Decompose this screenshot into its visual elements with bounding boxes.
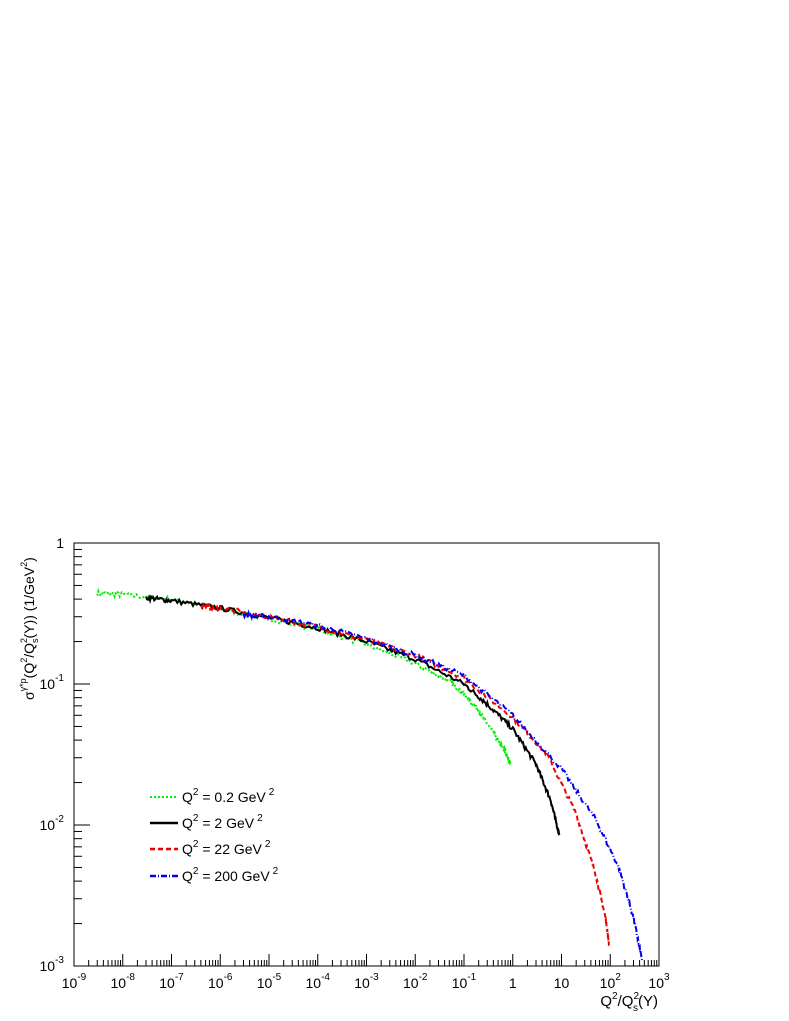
x-tick-label: 10-2 [403,972,428,991]
y-tick-label: 10-2 [40,814,65,833]
y-axis-label-open: (Q [21,663,37,679]
series-lines [96,587,644,961]
x-tick-label: 10-7 [159,972,184,991]
legend-entry-q2-22: Q2 = 22 GeV 2 [150,839,271,857]
y-tick-label: 1 [56,535,64,551]
x-tick-label: 10-6 [208,972,233,991]
x-tick-label: 102 [600,972,622,991]
x-tick-label: 10-5 [257,972,282,991]
legend: Q2 = 0.2 GeV 2 Q2 = 2 GeV 2 Q2 = 22 GeV 2 Q… [150,787,279,884]
x-tick-label: 10-3 [354,972,379,991]
series-line-0 [96,587,512,768]
legend-label-q2-0.2: Q2 = 0.2 GeV 2 [182,787,275,805]
y-axis-label-sup-sigma: γ*p [18,678,28,691]
y-tick-labels: 1 10-1 10-2 10-3 [40,535,65,974]
series-line-2 [200,601,610,947]
x-axis-label: Q2/Q2 s(Y) [600,991,658,1014]
x-tick-label: 10-9 [62,972,87,991]
x-tick-label: 10-4 [306,972,331,991]
y-axis-label-close: ) [21,557,37,562]
x-axis-label-sup1: 2 [612,991,618,1002]
legend-label-q2-22: Q2 = 22 GeV 2 [182,839,271,857]
x-tick-labels: 10-9 10-8 10-7 10-6 10-5 10-4 10-3 10-2 10-1 1 10 1… [62,972,670,991]
axis-ticks [73,548,660,967]
x-tick-label: 1 [509,975,517,991]
y-axis-label-sup2: 2 [19,638,29,643]
x-axis-label-sub: s [633,1003,638,1014]
legend-label-q2-200: Q2 = 200 GeV 2 [182,866,279,884]
legend-entry-q2-2: Q2 = 2 GeV 2 [150,813,263,831]
y-axis-label-mid: (Y)) (1/GeV [21,566,37,638]
legend-entry-q2-200: Q2 = 200 GeV 2 [150,866,279,884]
x-axis-label-slash: /Q [618,993,634,1010]
y-axis-label-sub: s [30,638,40,643]
y-tick-label: 10-3 [40,955,65,974]
x-tick-label: 10 [554,975,570,991]
x-tick-label: 103 [648,972,670,991]
x-tick-label: 10-8 [111,972,136,991]
x-axis-label-base: Q [600,993,612,1010]
y-axis-label-slash: /Q [21,643,37,658]
y-tick-label: 10-1 [40,673,65,692]
x-tick-label: 10-1 [452,972,477,991]
y-axis-label-sup1: 2 [19,658,29,663]
y-axis-label-sup3: 2 [19,562,29,567]
legend-entry-q2-0.2: Q2 = 0.2 GeV 2 [150,787,275,805]
x-axis-label-tail: (Y) [638,993,658,1010]
legend-label-q2-2: Q2 = 2 GeV 2 [182,813,263,831]
y-axis-label: σγ*p(Q2/Q2s(Y)) (1/GeV2) [18,557,40,700]
x-axis-label-sup2: 2 [633,991,639,1002]
series-line-3 [242,609,644,961]
plot-frame [73,542,660,967]
y-axis-label-sigma: σ [21,691,37,700]
